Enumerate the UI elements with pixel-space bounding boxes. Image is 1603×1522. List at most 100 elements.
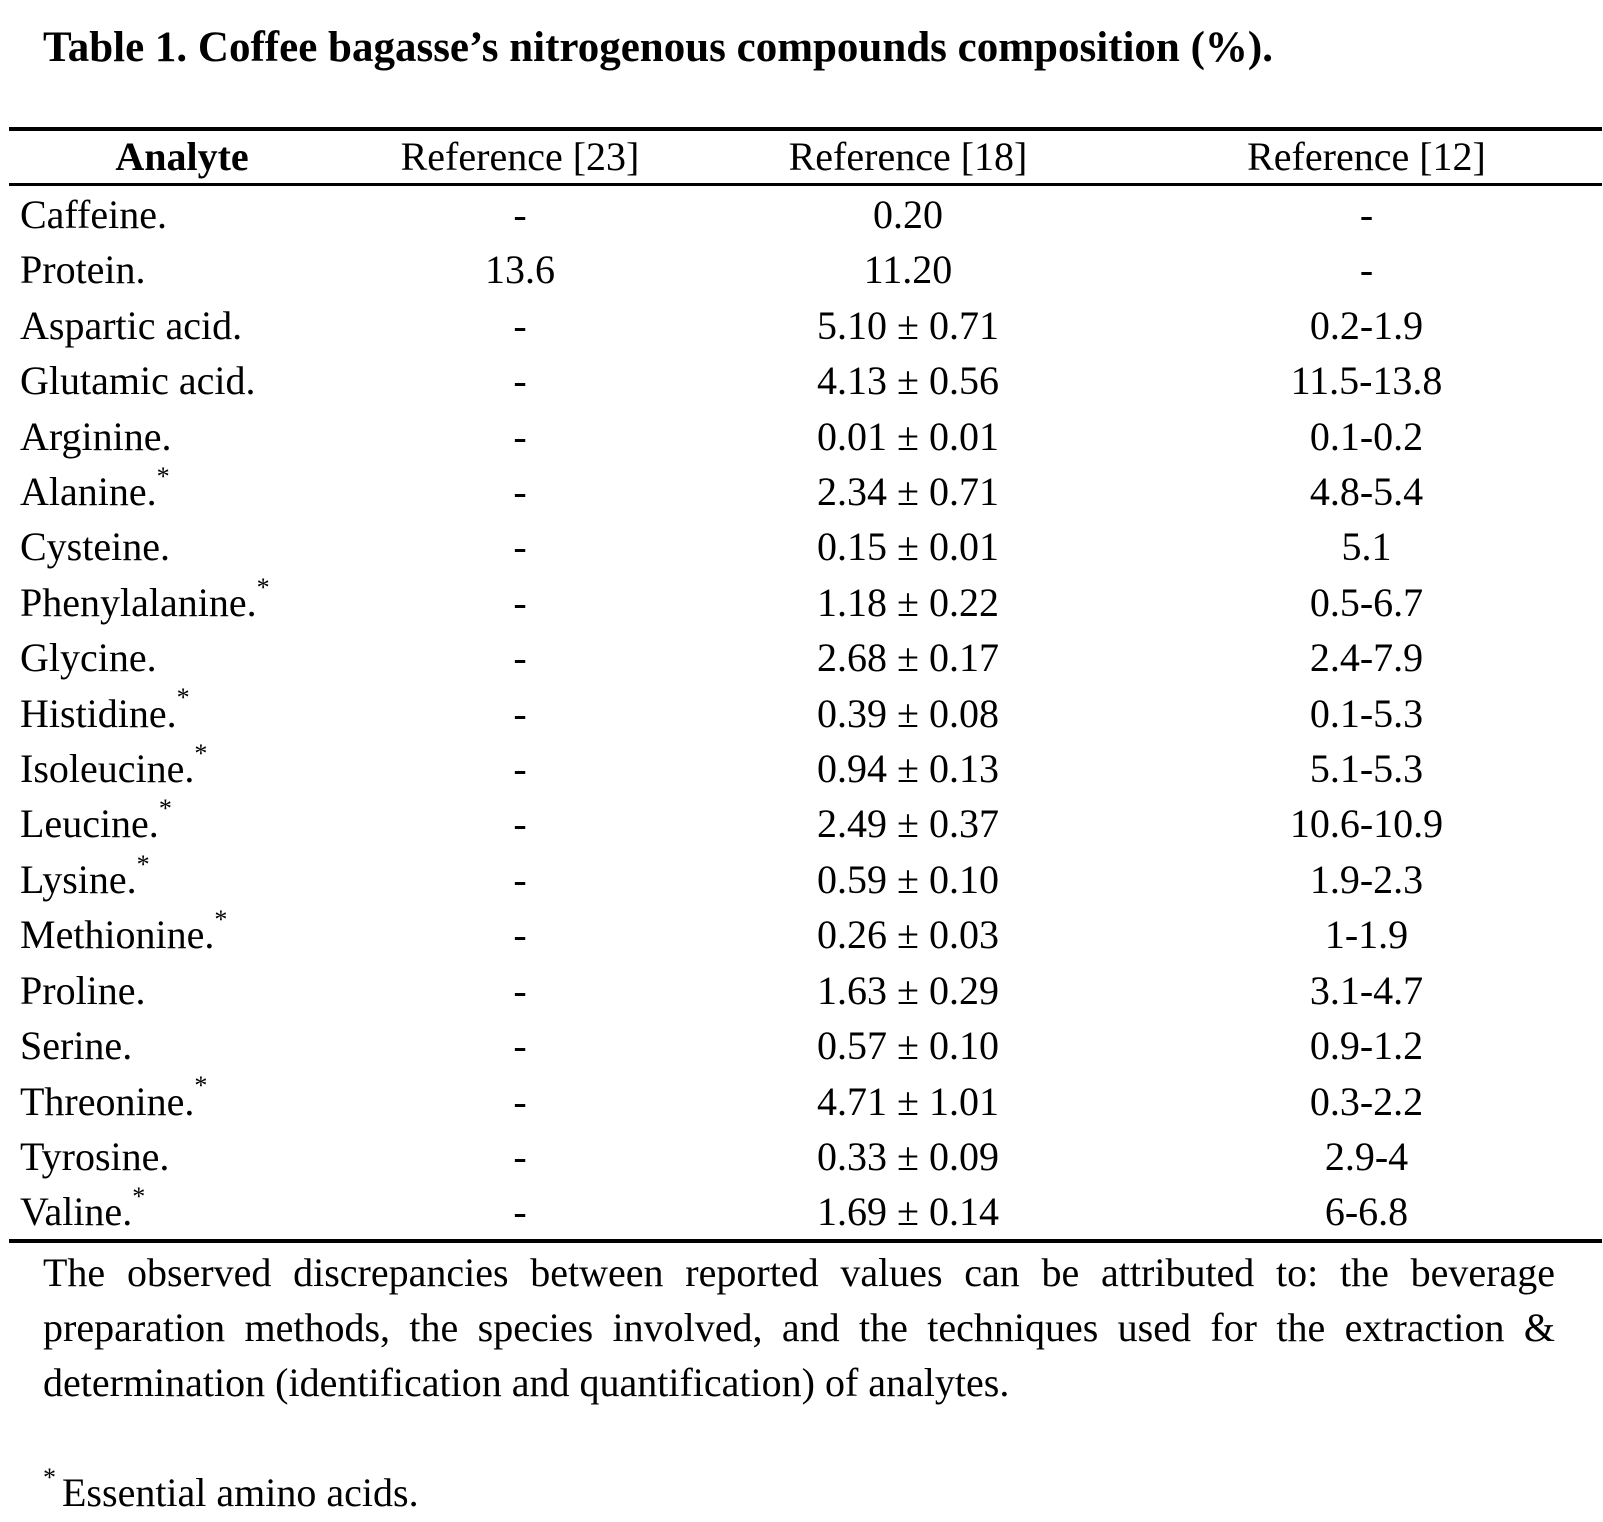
table-header-row: Analyte Reference [23] Reference [18] Re…: [9, 131, 1602, 183]
reference-23-cell: -: [513, 413, 527, 459]
reference-23-cell: -: [513, 524, 527, 570]
reference-12-cell: 1-1.9: [1324, 912, 1409, 958]
analyte-cell: Arginine.: [9, 409, 355, 464]
analyte-name: Aspartic acid.: [20, 302, 243, 348]
essential-marker: *: [132, 1181, 146, 1211]
reference-12-cell: 1.9-2.3: [1309, 856, 1424, 902]
analyte-name: Protein.: [20, 247, 146, 293]
reference-23-cell: -: [513, 579, 527, 625]
reference-18-cell: 11.20: [863, 247, 953, 293]
table-row: Phenylalanine.* - 1.18 ± 0.22 0.5-6.7: [9, 572, 1602, 630]
reference-12-cell: 6-6.8: [1324, 1189, 1409, 1235]
table-body: Caffeine. - 0.20 - Protein. 13.6 11.20 - Asparti…: [9, 183, 1602, 1240]
analyte-cell: Serine.: [9, 1018, 355, 1073]
analyte-cell: Threonine.*: [9, 1073, 355, 1129]
analyte-cell: Alanine.*: [9, 461, 355, 519]
table-row: Lysine.* - 0.59 ± 0.10 1.9-2.3: [9, 849, 1602, 907]
analyte-name: Valine.: [20, 1189, 133, 1235]
reference-12-cell: 10.6-10.9: [1289, 801, 1444, 847]
table-note: The observed discrepancies between repor…: [43, 1250, 1555, 1405]
header-reference-12: Reference [12]: [1247, 134, 1486, 179]
reference-18-cell: 0.33 ± 0.09: [817, 1133, 999, 1179]
reference-18-cell: 0.59 ± 0.10: [817, 856, 999, 902]
reference-12-cell: 0.3-2.2: [1309, 1078, 1424, 1124]
footnote: * Essential amino acids.: [43, 1464, 419, 1520]
table-bottom-rule: [9, 1239, 1602, 1243]
essential-marker: *: [256, 572, 270, 602]
analyte-name: Threonine.: [20, 1078, 195, 1124]
reference-23-cell: -: [513, 967, 527, 1013]
reference-23-cell: -: [513, 302, 527, 348]
analyte-name: Leucine.: [20, 801, 159, 847]
reference-12-cell: 0.5-6.7: [1309, 579, 1424, 625]
essential-marker: *: [158, 794, 172, 824]
reference-18-cell: 4.71 ± 1.01: [817, 1078, 999, 1124]
reference-23-cell: -: [513, 1078, 527, 1124]
reference-12-cell: 2.4-7.9: [1309, 635, 1424, 681]
reference-18-cell: 0.26 ± 0.03: [817, 912, 999, 958]
analyte-cell: Methionine.*: [9, 906, 355, 962]
reference-18-cell: 0.94 ± 0.13: [817, 746, 999, 792]
reference-23-cell: -: [513, 1133, 527, 1179]
analyte-cell: Lysine.*: [9, 849, 355, 907]
table-row: Histidine.* - 0.39 ± 0.08 0.1-5.3: [9, 685, 1602, 741]
essential-marker: *: [136, 849, 150, 879]
analyte-cell: Leucine.*: [9, 796, 355, 851]
reference-23-cell: -: [513, 192, 527, 237]
analyte-name: Serine.: [20, 1023, 133, 1069]
analyte-name: Phenylalanine.: [20, 579, 257, 625]
reference-23-cell: -: [513, 690, 527, 736]
reference-23-cell: -: [513, 635, 527, 681]
analyte-name: Glycine.: [20, 635, 157, 681]
reference-23-cell: 13.6: [485, 247, 555, 293]
reference-12-cell: 11.5-13.8: [1290, 358, 1443, 404]
analyte-name: Tyrosine.: [20, 1133, 170, 1179]
table-header-rule: [9, 183, 1602, 186]
reference-23-cell: -: [513, 1023, 527, 1069]
table-row: Caffeine. - 0.20 -: [9, 187, 1602, 242]
reference-18-cell: 0.57 ± 0.10: [817, 1023, 999, 1069]
table-caption: Table 1. Coffee bagasse’s nitrogenous co…: [43, 24, 1273, 71]
table-row: Alanine.* - 2.34 ± 0.71 4.8-5.4: [9, 461, 1602, 519]
reference-23-cell: -: [513, 912, 527, 958]
analyte-name: Cysteine.: [20, 524, 170, 570]
reference-18-cell: 2.49 ± 0.37: [817, 801, 999, 847]
reference-23-cell: -: [513, 746, 527, 792]
table-row: Isoleucine.* - 0.94 ± 0.13 5.1-5.3: [9, 738, 1602, 796]
analyte-cell: Glutamic acid.: [9, 353, 355, 408]
table-row: Methionine.* - 0.26 ± 0.03 1-1.9: [9, 906, 1602, 962]
table-row: Proline. - 1.63 ± 0.29 3.1-4.7: [9, 963, 1602, 1018]
table-row: Serine. - 0.57 ± 0.10 0.9-1.2: [9, 1018, 1602, 1073]
reference-23-cell: -: [513, 801, 527, 847]
header-reference-18: Reference [18]: [788, 134, 1028, 179]
analyte-name: Proline.: [20, 967, 146, 1013]
essential-marker: *: [156, 461, 170, 491]
analyte-cell: Protein.: [9, 242, 355, 297]
reference-12-cell: 0.9-1.2: [1309, 1023, 1424, 1069]
reference-18-cell: 1.63 ± 0.29: [817, 967, 999, 1013]
table-row: Threonine.* - 4.71 ± 1.01 0.3-2.2: [9, 1073, 1602, 1129]
essential-marker: *: [194, 738, 208, 768]
table-row: Arginine. - 0.01 ± 0.01 0.1-0.2: [9, 409, 1602, 464]
analyte-cell: Caffeine.: [9, 187, 355, 242]
reference-18-cell: 0.15 ± 0.01: [817, 524, 999, 570]
reference-12-cell: -: [1359, 192, 1374, 237]
reference-12-cell: -: [1359, 247, 1374, 293]
analyte-cell: Aspartic acid.: [9, 298, 355, 353]
reference-12-cell: 0.1-0.2: [1309, 413, 1424, 459]
analyte-name: Caffeine.: [20, 192, 167, 237]
analyte-name: Histidine.: [20, 690, 177, 736]
composition-table: Analyte Reference [23] Reference [18] Re…: [9, 131, 1602, 1240]
analyte-name: Alanine.: [20, 469, 157, 515]
reference-18-cell: 1.69 ± 0.14: [817, 1189, 999, 1235]
reference-23-cell: -: [513, 358, 527, 404]
reference-18-cell: 0.20: [873, 192, 943, 237]
reference-18-cell: 0.39 ± 0.08: [817, 690, 999, 736]
analyte-cell: Cysteine.: [9, 519, 355, 574]
analyte-cell: Isoleucine.*: [9, 738, 355, 796]
table-row: Tyrosine. - 0.33 ± 0.09 2.9-4: [9, 1129, 1602, 1184]
reference-12-cell: 2.9-4: [1324, 1133, 1409, 1179]
reference-18-cell: 1.18 ± 0.22: [817, 579, 999, 625]
reference-12-cell: 5.1: [1341, 524, 1392, 570]
